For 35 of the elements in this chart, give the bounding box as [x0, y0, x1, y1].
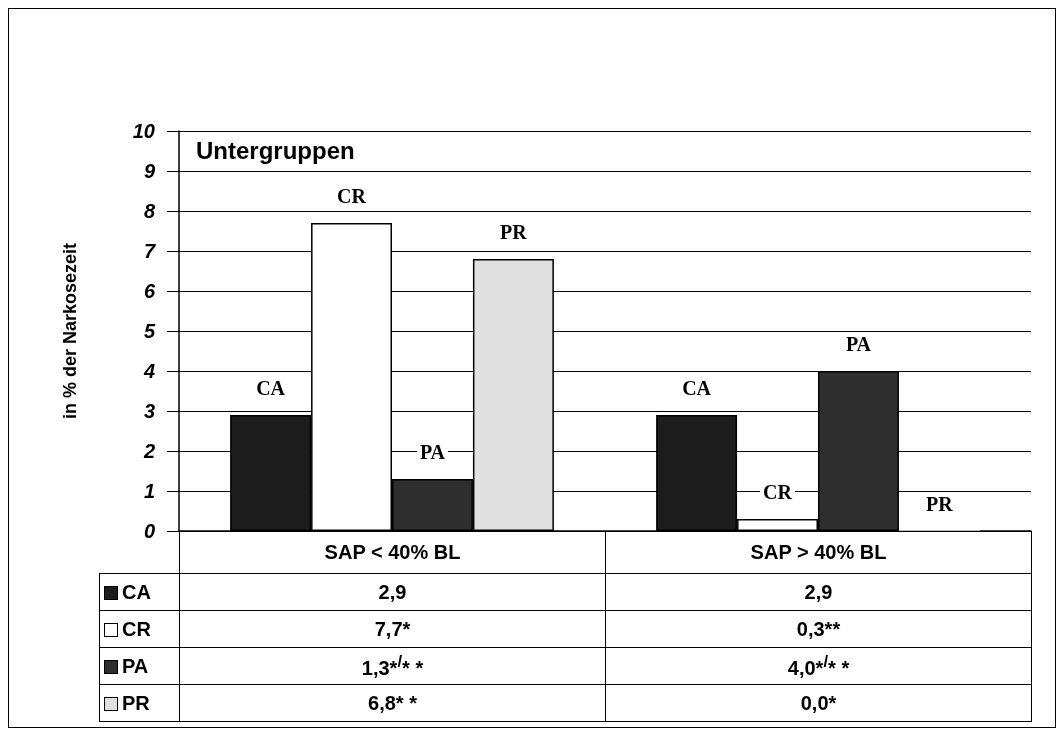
data-label: 2,9	[179, 573, 606, 611]
data-label: 0,0*	[605, 684, 1032, 722]
y-tick-label: 6	[143, 280, 156, 302]
data-label: 6,8* *	[179, 684, 606, 722]
y-tick-label: 3	[143, 400, 155, 422]
y-axis-title: in % der Narkosezeit	[60, 242, 80, 420]
data-label: 2,9	[605, 573, 1032, 611]
data-label: 7,7*	[179, 610, 606, 648]
y-tick-label: 0	[143, 520, 155, 542]
y-tick-label: 1	[143, 480, 155, 502]
y-tick-label: 10	[132, 120, 155, 142]
y-tick-label: 7	[143, 240, 156, 262]
legend-label: PR	[122, 692, 150, 715]
y-tick-label: 5	[143, 320, 156, 342]
legend-label: CA	[122, 581, 151, 604]
text: CR	[337, 185, 366, 207]
text: PA	[845, 333, 872, 355]
y-tick-label: 4	[142, 360, 155, 382]
text: CR	[763, 481, 792, 503]
legend-label: PA	[122, 655, 149, 678]
y-tick-label: 2	[142, 440, 155, 462]
y-tick-label: 9	[143, 160, 156, 182]
text: CA	[682, 377, 712, 399]
x-tick-label: SAP < 40% BL	[179, 531, 606, 574]
chart-title: Untergruppen	[196, 136, 355, 164]
text: CA	[256, 377, 286, 399]
data-label: 1,3*$^{/}$* *	[179, 647, 606, 685]
x-tick-label: SAP > 40% BL	[605, 531, 1032, 574]
y-tick-label: 8	[143, 200, 156, 222]
legend-label: CR	[122, 618, 151, 641]
data-label: 0,3**	[605, 610, 1032, 648]
text: PA	[419, 441, 446, 463]
text: PR	[926, 492, 953, 515]
text: PR	[500, 221, 527, 243]
data-label: 4,0*$^{/}$* *	[605, 647, 1032, 685]
